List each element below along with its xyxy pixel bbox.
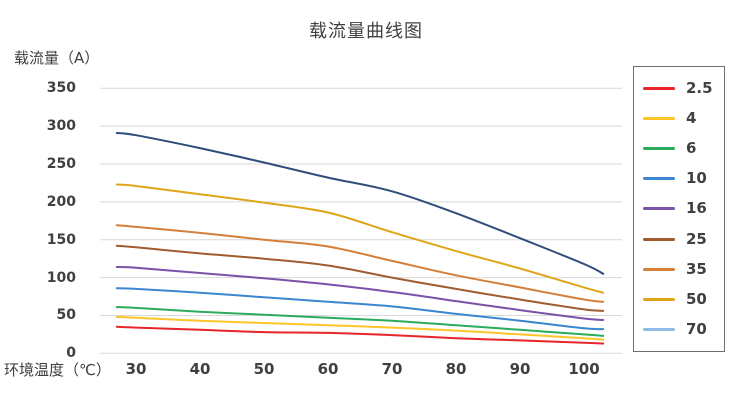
x-tick-label-40: 40	[189, 360, 211, 378]
y-tick-label-150: 150	[46, 231, 76, 248]
series-line-50	[115, 183, 605, 294]
x-tick-label-60: 60	[317, 360, 339, 378]
x-tick-label-100: 100	[568, 360, 600, 378]
x-axis-title: 环境温度（℃）	[4, 361, 111, 379]
y-tick-label-200: 200	[46, 193, 76, 210]
legend-label-25: 25	[686, 229, 707, 248]
chart-title: 载流量曲线图	[309, 21, 423, 42]
legend-item-16: 16	[643, 201, 724, 216]
x-tick-label-90: 90	[509, 360, 531, 378]
legend-item-6: 6	[643, 141, 724, 156]
legend-line-swatch-50	[643, 298, 675, 302]
series-line-70	[115, 132, 605, 275]
legend: 2.5 4 6 10 16 25 35 50 70	[633, 66, 725, 352]
y-tick-label-250: 250	[46, 156, 76, 172]
legend-label-16: 16	[686, 199, 707, 218]
series-line-2.5	[115, 325, 605, 345]
legend-label-4: 4	[686, 108, 697, 127]
y-tick-label-300: 300	[46, 118, 76, 135]
series-line-35	[115, 224, 605, 303]
y-axis-title: 载流量（A）	[14, 49, 100, 67]
legend-line-swatch-35	[643, 267, 675, 271]
x-tick-label-30: 30	[125, 360, 147, 378]
series-line-16	[115, 266, 605, 321]
legend-label-35: 35	[686, 259, 707, 278]
legend-item-25: 25	[643, 229, 724, 248]
legend-label-2.5: 2.5	[686, 78, 713, 97]
legend-item-50: 50	[643, 292, 724, 307]
series-line-4	[115, 316, 605, 341]
legend-line-swatch-25	[643, 237, 675, 241]
legend-line-swatch-10	[643, 177, 675, 181]
legend-label-6: 6	[686, 139, 697, 158]
legend-label-50: 50	[686, 290, 707, 309]
series-line-6	[115, 306, 605, 337]
y-tick-label-350: 350	[46, 80, 76, 97]
x-tick-label-80: 80	[445, 360, 467, 378]
y-tick-label-0: 0	[66, 345, 76, 362]
legend-label-70: 70	[686, 320, 707, 339]
y-tick-label-50: 50	[56, 307, 76, 324]
x-tick-label-50: 50	[253, 360, 275, 378]
legend-item-4: 4	[643, 108, 724, 127]
legend-item-2.5: 2.5	[643, 78, 724, 97]
legend-item-70: 70	[643, 322, 724, 337]
legend-line-swatch-2.5	[643, 86, 675, 90]
legend-line-swatch-70	[643, 328, 675, 332]
legend-label-10: 10	[686, 169, 707, 188]
legend-item-35: 35	[643, 259, 724, 278]
y-tick-label-100: 100	[46, 269, 76, 286]
legend-line-swatch-4	[643, 116, 675, 120]
legend-line-swatch-16	[643, 207, 675, 211]
series-line-10	[115, 287, 605, 331]
series-line-25	[115, 244, 605, 312]
legend-item-10: 10	[643, 171, 724, 186]
legend-line-swatch-6	[643, 147, 675, 151]
x-tick-label-70: 70	[381, 360, 403, 378]
